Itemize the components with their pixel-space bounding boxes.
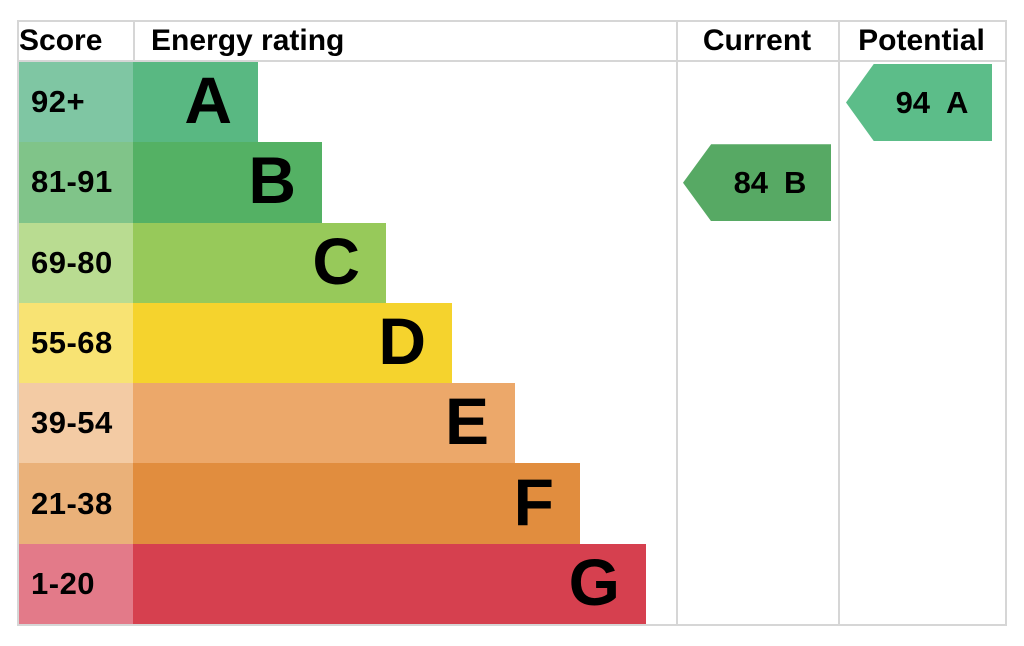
band-letter: G (568, 544, 620, 619)
band-score-cell: 55-68 (19, 302, 133, 384)
band-score-range: 21-38 (31, 485, 113, 521)
band-bar: G (133, 543, 646, 624)
band-score-range: 1-20 (31, 565, 96, 601)
band-score-range: 55-68 (31, 324, 113, 360)
header-energy-rating: Energy rating (151, 22, 676, 60)
header-energy-rating-label: Energy rating (151, 24, 345, 57)
band-row: 81-91 B (19, 142, 1005, 223)
band-score-range: 69-80 (31, 244, 113, 280)
band-score-cell: 21-38 (19, 463, 133, 544)
epc-rating-table: Score Energy rating Current Potential 92… (17, 20, 1007, 626)
band-score-cell: 39-54 (19, 383, 133, 464)
header-score: Score (19, 22, 133, 60)
band-bar: C (133, 222, 386, 303)
band-bar: F (133, 463, 580, 544)
band-letter: B (248, 143, 296, 218)
current-marker: 84 B (683, 144, 831, 222)
band-score-cell: 92+ (19, 62, 133, 143)
band-bar: B (133, 142, 322, 223)
band-score-range: 92+ (31, 84, 86, 120)
band-score-cell: 69-80 (19, 222, 133, 303)
divider-current-potential (838, 22, 840, 624)
band-bar: E (133, 383, 515, 464)
header-potential-label: Potential (858, 24, 985, 57)
band-score-cell: 81-91 (19, 142, 133, 223)
band-row: 1-20 G (19, 543, 1005, 624)
header-score-label: Score (19, 24, 103, 57)
band-score-cell: 1-20 (19, 543, 133, 624)
header-current: Current (676, 22, 838, 60)
band-bar: A (133, 62, 258, 143)
potential-score: 94 (895, 84, 931, 120)
band-row: 92+ A (19, 62, 1005, 143)
divider-rating-current (676, 22, 678, 624)
band-letter: A (184, 63, 232, 138)
band-row: 39-54 E (19, 383, 1005, 464)
divider-header-bottom (19, 60, 1005, 62)
band-row: 55-68 D (19, 302, 1005, 384)
band-letter: D (378, 303, 426, 378)
band-letter: E (444, 384, 489, 459)
band-row: 21-38 F (19, 463, 1005, 544)
potential-band: A (946, 84, 969, 120)
potential-marker: 94 A (846, 64, 992, 141)
current-score: 84 (733, 164, 769, 200)
header-current-label: Current (702, 24, 812, 57)
band-row: 69-80 C (19, 222, 1005, 303)
band-letter: C (312, 223, 360, 298)
band-score-range: 81-91 (31, 164, 113, 200)
band-rows: 92+ A 81-91 B 69-80 C 55-68 D 39-54 E 21-38 F 1-20 G (19, 62, 1005, 624)
header-potential: Potential (838, 22, 1005, 60)
divider-score-rating (133, 22, 135, 60)
band-letter: F (513, 464, 554, 539)
current-band: B (784, 164, 807, 200)
band-bar: D (133, 302, 452, 384)
band-score-range: 39-54 (31, 405, 113, 441)
